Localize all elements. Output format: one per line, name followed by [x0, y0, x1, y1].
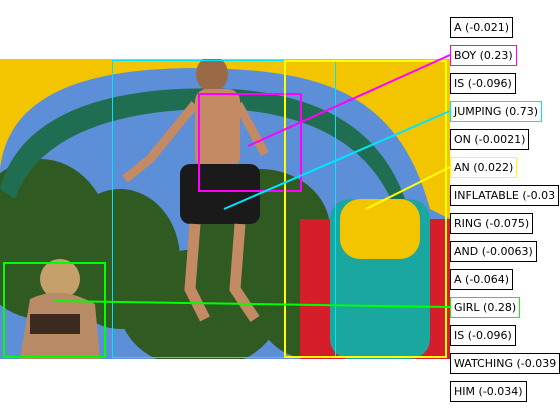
token-boy: BOY (0.23) — [450, 45, 517, 66]
girl-bounding-box — [3, 262, 106, 358]
girl-figure — [20, 259, 100, 359]
token-watching: WATCHING (-0.039 — [450, 353, 560, 374]
token-an: AN (0.022) — [450, 157, 518, 178]
token-a-2: A (-0.064) — [450, 269, 514, 290]
token-ring: RING (-0.075) — [450, 213, 534, 234]
token-girl: GIRL (0.28) — [450, 297, 521, 318]
boy-figure — [122, 59, 269, 323]
token-inflatable: INFLATABLE (-0.03 — [450, 185, 560, 206]
token-is-1: IS (-0.096) — [450, 73, 516, 94]
token-on: ON (-0.0021) — [450, 129, 530, 150]
inflatable-yellow — [340, 199, 420, 259]
token-him: HIM (-0.034) — [450, 381, 527, 402]
token-jumping: JUMPING (0.73) — [450, 101, 542, 122]
an-bounding-box — [284, 60, 447, 358]
token-is-2: IS (-0.096) — [450, 325, 516, 346]
token-a-1: A (-0.021) — [450, 17, 514, 38]
token-and: AND (-0.0063) — [450, 241, 537, 262]
